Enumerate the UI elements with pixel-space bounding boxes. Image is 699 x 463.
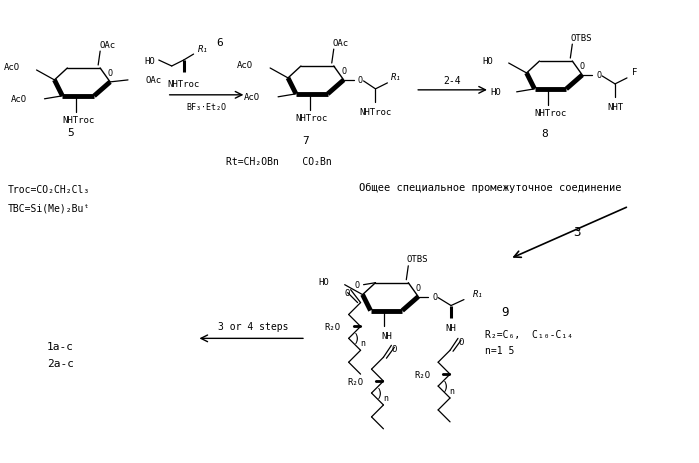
- Text: R₁: R₁: [198, 44, 209, 54]
- Text: OTBS: OTBS: [407, 255, 428, 264]
- Text: O: O: [391, 344, 397, 353]
- Text: O: O: [459, 337, 463, 346]
- Text: O: O: [108, 69, 113, 78]
- Text: NHT: NHT: [607, 103, 623, 112]
- Text: R₂O: R₂O: [347, 377, 363, 386]
- Text: Rt=CH₂OBn    CO₂Bn: Rt=CH₂OBn CO₂Bn: [226, 157, 332, 167]
- Text: n=1 5: n=1 5: [485, 345, 514, 356]
- Text: NH: NH: [446, 323, 456, 332]
- Text: F: F: [632, 69, 637, 77]
- Text: NHTroc: NHTroc: [359, 108, 391, 117]
- Text: Общее специальное промежуточное соединение: Общее специальное промежуточное соединен…: [359, 183, 621, 193]
- Text: AcO: AcO: [237, 62, 253, 70]
- Text: n: n: [360, 338, 365, 347]
- Text: O: O: [432, 293, 437, 301]
- Text: O: O: [358, 76, 363, 85]
- Text: 9: 9: [501, 306, 508, 319]
- Text: O: O: [416, 283, 421, 293]
- Text: NHTroc: NHTroc: [534, 109, 567, 118]
- Text: NHTroc: NHTroc: [62, 116, 94, 125]
- Text: 5: 5: [67, 127, 73, 138]
- Text: OAc: OAc: [99, 41, 115, 50]
- Text: ): ): [376, 387, 383, 400]
- Text: 3: 3: [573, 225, 581, 238]
- Text: R₂=C₆,  C₁₀-C₁₄: R₂=C₆, C₁₀-C₁₄: [485, 330, 573, 340]
- Text: O: O: [345, 288, 350, 298]
- Text: 7: 7: [303, 135, 309, 145]
- Text: NH: NH: [381, 331, 392, 340]
- Text: HO: HO: [482, 56, 493, 65]
- Text: NHTroc: NHTroc: [168, 80, 200, 89]
- Text: HO: HO: [318, 278, 329, 287]
- Text: n: n: [383, 393, 388, 401]
- Text: AcO: AcO: [244, 93, 260, 102]
- Text: BF₃·Et₂O: BF₃·Et₂O: [187, 103, 226, 112]
- Text: OAc: OAc: [146, 76, 162, 85]
- Text: AcO: AcO: [3, 63, 20, 72]
- Text: O: O: [354, 281, 359, 289]
- Text: n: n: [449, 386, 454, 394]
- Text: R₂O: R₂O: [324, 322, 340, 331]
- Text: 1a-c: 1a-c: [47, 342, 74, 351]
- Text: O: O: [341, 67, 346, 76]
- Text: 2-4: 2-4: [443, 76, 461, 86]
- Text: R₂O: R₂O: [414, 370, 430, 379]
- Text: AcO: AcO: [10, 95, 27, 104]
- Text: HO: HO: [145, 56, 155, 65]
- Text: NHTroc: NHTroc: [296, 114, 328, 123]
- Text: TBC=Si(Me)₂Buᵗ: TBC=Si(Me)₂Buᵗ: [8, 203, 90, 213]
- Text: 6: 6: [216, 38, 223, 48]
- Text: Troc=CO₂CH₂Cl₃: Troc=CO₂CH₂Cl₃: [8, 185, 90, 195]
- Text: R₁: R₁: [391, 73, 402, 82]
- Text: 3 or 4 steps: 3 or 4 steps: [218, 322, 289, 332]
- Text: ): ): [442, 380, 450, 393]
- Text: O: O: [579, 63, 585, 71]
- Text: OAc: OAc: [333, 38, 349, 48]
- Text: 2a-c: 2a-c: [47, 358, 74, 369]
- Text: OTBS: OTBS: [570, 34, 592, 43]
- Text: O: O: [596, 71, 601, 80]
- Text: HO: HO: [490, 88, 500, 97]
- Text: R₁: R₁: [473, 289, 484, 299]
- Text: 8: 8: [541, 128, 548, 138]
- Text: ): ): [353, 332, 361, 345]
